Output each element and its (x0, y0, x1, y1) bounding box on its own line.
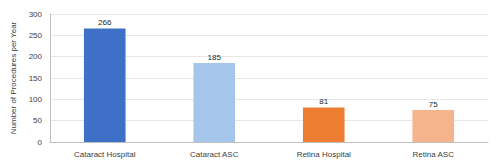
svg-text:Cataract Hospital: Cataract Hospital (74, 150, 136, 159)
svg-text:100: 100 (29, 95, 43, 104)
svg-text:300: 300 (29, 10, 43, 19)
svg-text:185: 185 (208, 53, 222, 62)
svg-text:81: 81 (319, 97, 328, 106)
svg-text:200: 200 (29, 52, 43, 61)
svg-text:266: 266 (98, 18, 112, 27)
svg-text:Retina Hospital: Retina Hospital (297, 150, 351, 159)
svg-text:75: 75 (429, 100, 438, 109)
svg-text:Cataract ASC: Cataract ASC (190, 150, 239, 159)
svg-text:0: 0 (38, 138, 43, 147)
svg-text:Retina ASC: Retina ASC (413, 150, 455, 159)
svg-text:50: 50 (33, 116, 42, 125)
svg-text:250: 250 (29, 31, 43, 40)
svg-text:Number of Procedures per Year: Number of Procedures per Year (9, 21, 18, 134)
svg-text:150: 150 (29, 74, 43, 83)
